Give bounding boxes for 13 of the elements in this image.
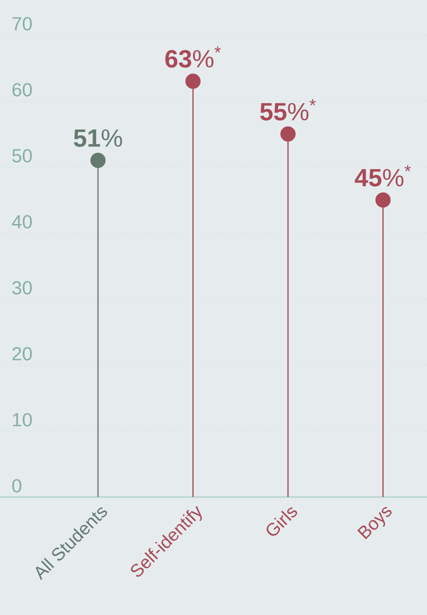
data-label: 45%$^{*}$ bbox=[354, 165, 411, 186]
data-label: 63%$^{*}$ bbox=[165, 46, 221, 68]
x-tick-label: Girls bbox=[266, 508, 298, 536]
y-tick-label: 60 bbox=[12, 83, 32, 96]
y-tick-label: 70 bbox=[12, 17, 32, 30]
data-label: 55%$^{*}$ bbox=[260, 99, 316, 120]
y-tick-label: 10 bbox=[12, 413, 32, 426]
y-tick-label: 20 bbox=[12, 347, 32, 360]
data-label: 51% bbox=[74, 129, 122, 147]
y-tick-label: 40 bbox=[12, 215, 32, 228]
y-tick-label: 0 bbox=[12, 479, 22, 492]
y-tick-label: 30 bbox=[12, 281, 32, 294]
y-tick-label: 50 bbox=[12, 149, 32, 162]
